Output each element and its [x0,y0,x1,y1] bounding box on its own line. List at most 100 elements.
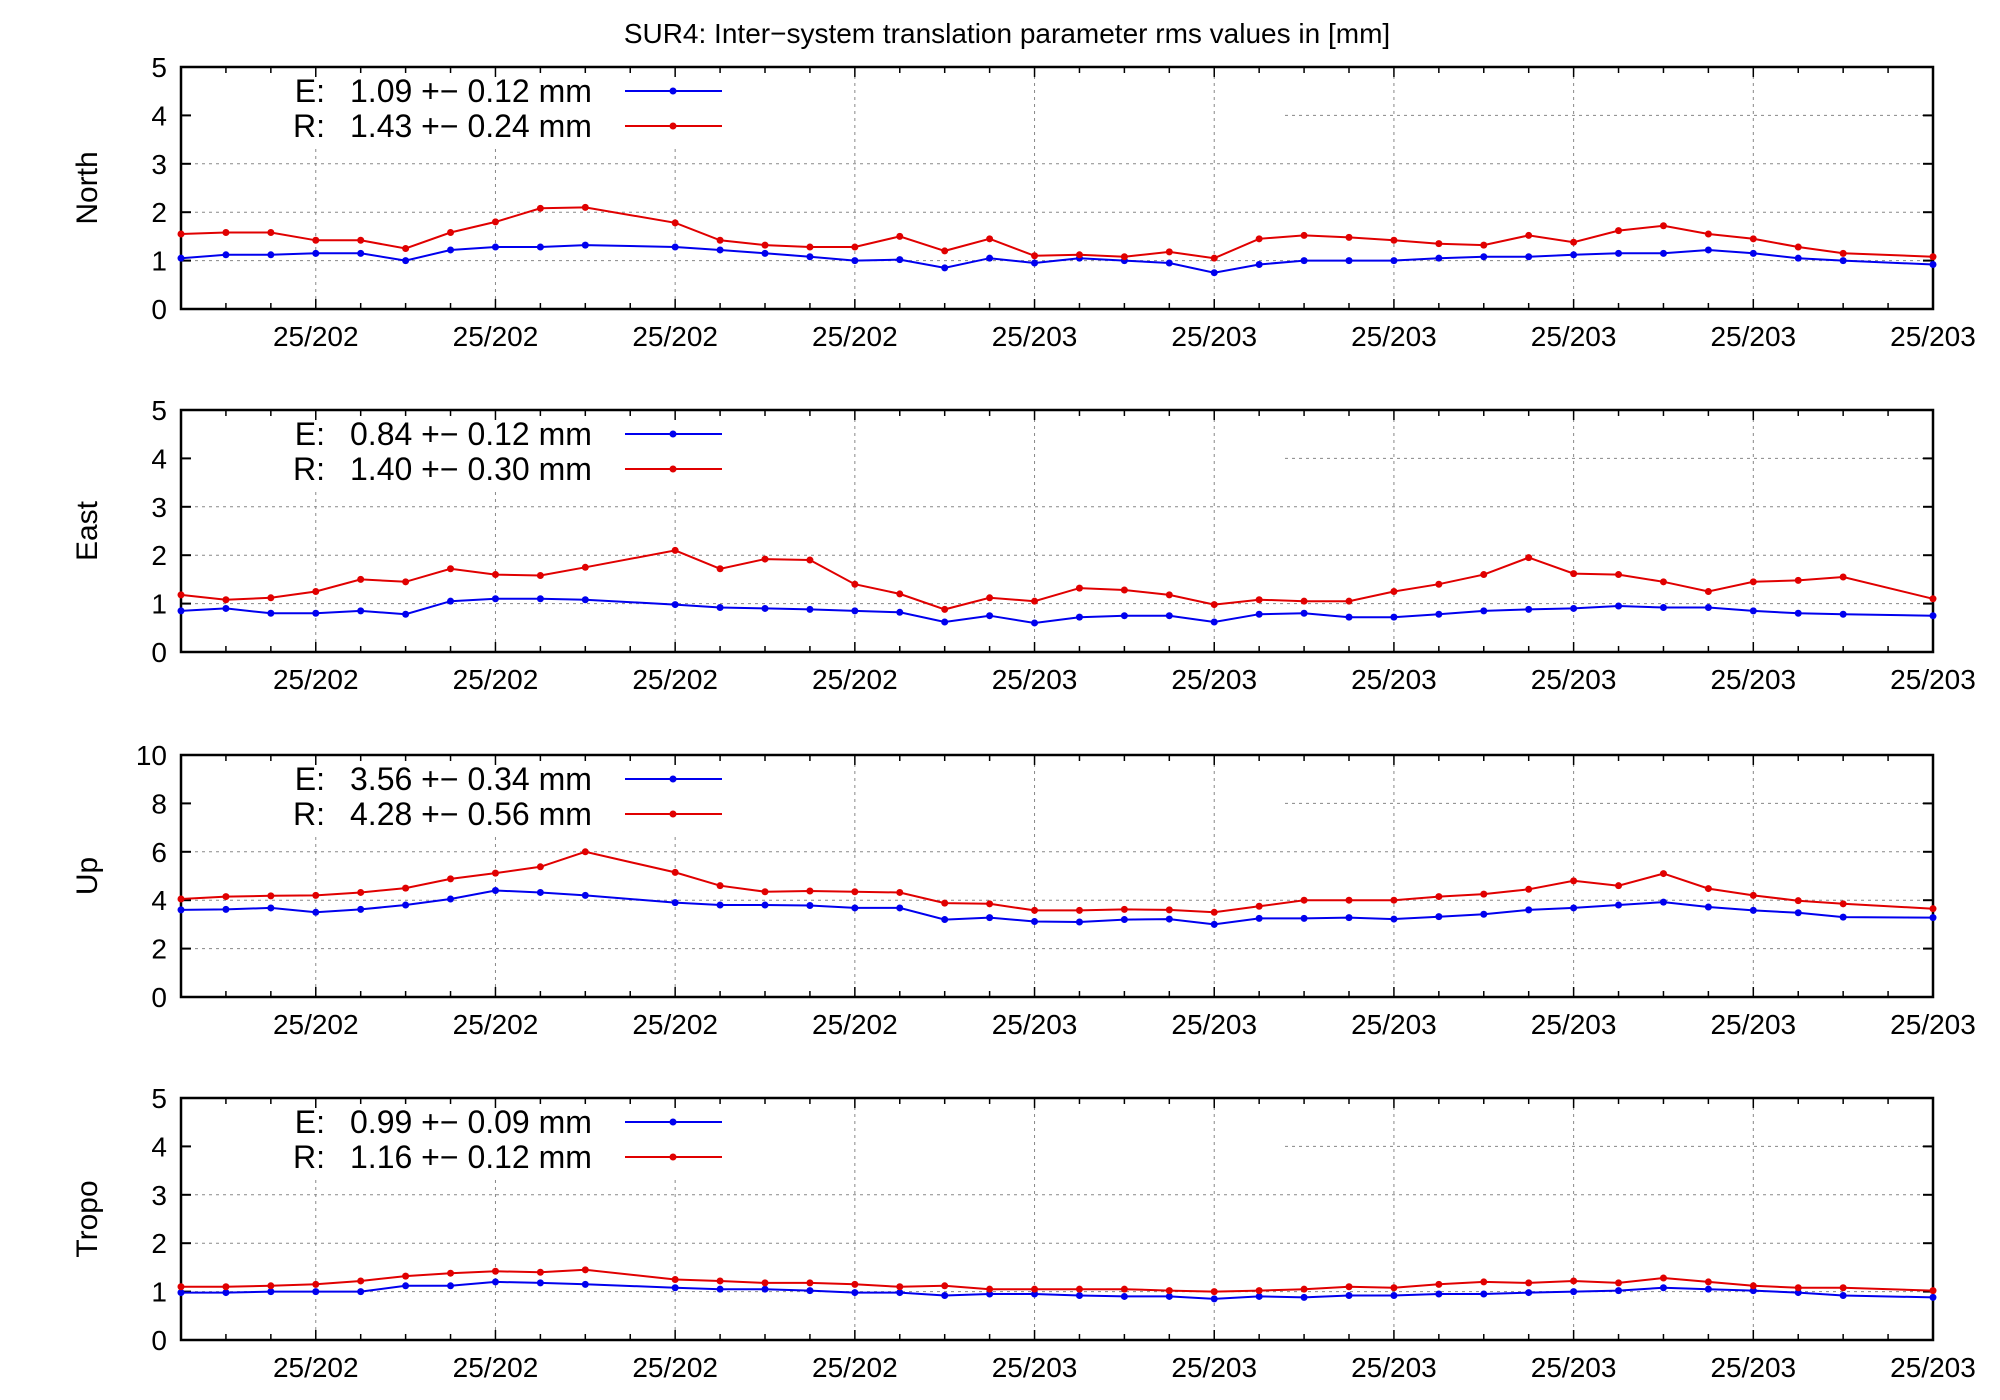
data-point [1749,906,1757,914]
data-point [402,901,410,909]
y-axis-label: East [71,500,104,561]
x-tick-label: 25/202 [273,664,359,695]
x-tick-label: 25/203 [1710,321,1796,352]
data-point [1615,602,1623,610]
x-tick-label: 25/203 [1171,1352,1257,1383]
data-point [1480,1278,1488,1286]
data-point [267,892,275,900]
data-point [1749,235,1757,243]
data-point [1659,222,1667,230]
data-point [1075,584,1083,592]
data-point [1165,248,1173,256]
x-tick-label: 25/203 [992,321,1078,352]
data-point [1255,914,1263,922]
data-point [1255,596,1263,604]
data-point [491,887,499,895]
data-point [1210,1288,1218,1296]
data-point [716,565,724,573]
data-point [536,888,544,896]
legend-entry-E: E: 1.09 +− 0.12 mm [295,73,722,109]
data-point [177,254,185,262]
data-point [1659,1274,1667,1282]
data-point [896,1289,904,1297]
data-point [851,888,859,896]
x-tick-label: 25/202 [273,1352,359,1383]
data-point [581,563,589,571]
legend-name: E: [295,416,325,452]
data-point [447,1269,455,1277]
legend-entry-R: R: 1.43 +− 0.24 mm [293,108,722,144]
series-E [177,241,1937,277]
data-point [581,596,589,604]
legend-value: 1.43 +− 0.24 mm [350,108,592,144]
data-point [1345,896,1353,904]
x-tick-label: 25/202 [632,1352,718,1383]
data-point [447,875,455,883]
data-point [1525,1279,1533,1287]
data-point [1075,251,1083,259]
data-point [1794,609,1802,617]
data-point [581,1280,589,1288]
data-point [1210,601,1218,609]
x-tick-label: 25/203 [1351,1352,1437,1383]
data-point [941,1291,949,1299]
data-point [1570,877,1578,885]
data-point [536,243,544,251]
data-point [1525,231,1533,239]
x-tick-label: 25/202 [632,1009,718,1040]
data-point [716,901,724,909]
data-point [1210,908,1218,916]
data-point [1480,241,1488,249]
plot-frame [179,408,1935,654]
data-point [267,594,275,602]
data-point [536,863,544,871]
data-point [402,1282,410,1290]
x-tick-label: 25/203 [992,1009,1078,1040]
y-tick-label: 1 [151,246,167,277]
data-point [671,899,679,907]
data-point [491,571,499,579]
data-point [1794,909,1802,917]
x-tick-label: 25/202 [453,321,539,352]
data-point [1255,235,1263,243]
data-point [491,869,499,877]
data-point [1749,578,1757,586]
data-point [267,1288,275,1296]
x-tick-label: 25/202 [812,321,898,352]
data-point [1031,917,1039,925]
data-point [1704,885,1712,893]
data-point [851,1280,859,1288]
data-point [1615,571,1623,579]
data-point [1749,1287,1757,1295]
data-point [1929,595,1937,603]
data-point [1031,259,1039,267]
data-point [177,1283,185,1291]
data-point [1390,613,1398,621]
legend-value: 0.99 +− 0.09 mm [350,1104,592,1140]
data-point [1615,249,1623,257]
data-point [1794,1289,1802,1297]
data-point [267,229,275,237]
data-point [986,612,994,620]
legend-entry-E: E: 3.56 +− 0.34 mm [295,761,722,797]
data-point [1255,1292,1263,1300]
data-point [222,905,230,913]
data-point [941,899,949,907]
data-point [1345,257,1353,265]
data-point [986,254,994,262]
data-point [357,249,365,257]
data-point [716,1285,724,1293]
data-point [1570,604,1578,612]
data-point [1929,914,1937,922]
data-point [1435,1280,1443,1288]
y-tick-label: 4 [151,1131,167,1162]
data-point [1435,913,1443,921]
data-point [986,235,994,243]
data-point [941,605,949,613]
data-point [491,595,499,603]
y-tick-label: 0 [151,637,167,668]
data-point [581,241,589,249]
data-point [1704,603,1712,611]
data-point [536,595,544,603]
data-point [536,1279,544,1287]
